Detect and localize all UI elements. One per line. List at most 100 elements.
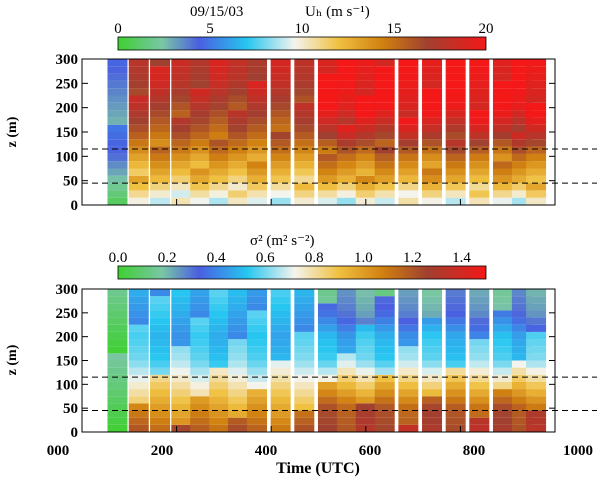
heatmap-cell: [128, 303, 149, 311]
heatmap-cell: [150, 317, 171, 325]
heatmap-cell: [469, 175, 490, 184]
heatmap-cell: [247, 367, 268, 375]
heatmap-cell: [171, 346, 192, 354]
heatmap-cell: [445, 367, 466, 375]
heatmap-cell: [355, 183, 376, 191]
heatmap-cell: [355, 153, 376, 162]
top-colorbar: [117, 36, 487, 51]
heatmap-cell: [374, 310, 395, 318]
heatmap-cell: [209, 289, 230, 297]
heatmap-cell: [398, 168, 419, 176]
heatmap-cell: [374, 197, 395, 205]
heatmap-cell: [398, 175, 419, 184]
heatmap-cell: [526, 190, 547, 198]
heatmap-cell: [336, 175, 357, 184]
heatmap-cell: [317, 410, 338, 418]
heatmap-cell: [492, 190, 513, 198]
heatmap-cell: [511, 289, 532, 297]
heatmap-cell: [107, 197, 128, 205]
y-tick-label: 200: [56, 101, 79, 117]
colorbar-tick-label: 1.4: [452, 250, 471, 266]
x-tick-label: 200: [151, 443, 174, 459]
heatmap-cell: [270, 339, 291, 347]
heatmap-cell: [526, 139, 547, 147]
heatmap-cell: [294, 102, 315, 111]
heatmap-cell: [171, 102, 192, 111]
heatmap-cell: [228, 153, 249, 162]
colorbar-tick-label: 10: [295, 21, 310, 37]
heatmap-cell: [422, 374, 443, 382]
heatmap-cell: [150, 424, 171, 432]
heatmap-cell: [336, 374, 357, 382]
heatmap-cell: [422, 153, 443, 162]
heatmap-cell: [228, 410, 249, 418]
heatmap-cell: [128, 389, 149, 397]
heatmap-cell: [270, 374, 291, 382]
heatmap-cell: [128, 80, 149, 89]
heatmap-cell: [355, 102, 376, 111]
heatmap-cell: [336, 183, 357, 191]
heatmap-cell: [355, 360, 376, 368]
heatmap-cell: [171, 403, 192, 411]
heatmap-cell: [374, 360, 395, 368]
heatmap-cell: [150, 59, 171, 67]
heatmap-cell: [422, 381, 443, 390]
heatmap-cell: [171, 396, 192, 404]
heatmap-cell: [228, 303, 249, 311]
heatmap-cell: [422, 296, 443, 304]
colorbar-tick-label: 0.2: [158, 250, 177, 266]
heatmap-cell: [374, 146, 395, 154]
heatmap-cell: [190, 303, 211, 311]
heatmap-cell: [294, 197, 315, 205]
heatmap-cell: [190, 73, 211, 81]
heatmap-cell: [445, 410, 466, 418]
heatmap-cell: [209, 346, 230, 354]
heatmap-cell: [445, 124, 466, 132]
heatmap-cell: [469, 183, 490, 191]
heatmap-cell: [228, 73, 249, 81]
heatmap-cell: [445, 95, 466, 103]
heatmap-cell: [492, 197, 513, 205]
heatmap-cell: [492, 88, 513, 96]
heatmap-cell: [171, 73, 192, 81]
heatmap-cell: [469, 95, 490, 103]
heatmap-cell: [355, 139, 376, 147]
heatmap-cell: [336, 367, 357, 375]
heatmap-cell: [422, 73, 443, 81]
heatmap-cell: [294, 374, 315, 382]
heatmap-cell: [247, 59, 268, 67]
heatmap-cell: [445, 132, 466, 140]
heatmap-cell: [422, 289, 443, 297]
heatmap-cell: [107, 102, 128, 111]
heatmap-cell: [469, 197, 490, 205]
heatmap-cell: [150, 102, 171, 111]
heatmap-cell: [247, 146, 268, 154]
colorbar-tick-label: 0.6: [256, 250, 275, 266]
y-tick-label: 200: [56, 330, 79, 346]
heatmap-cell: [128, 73, 149, 81]
heatmap-cell: [374, 317, 395, 325]
y-tick-label: 150: [56, 125, 79, 141]
heatmap-cell: [398, 417, 419, 425]
heatmap-cell: [317, 331, 338, 340]
heatmap-cell: [511, 317, 532, 325]
heatmap-cell: [107, 331, 128, 340]
heatmap-cell: [492, 410, 513, 418]
heatmap-cell: [469, 139, 490, 147]
heatmap-cell: [228, 374, 249, 382]
heatmap-cell: [445, 197, 466, 205]
heatmap-cell: [247, 88, 268, 96]
heatmap-cell: [128, 102, 149, 111]
heatmap-cell: [107, 139, 128, 147]
heatmap-cell: [492, 389, 513, 397]
heatmap-cell: [270, 396, 291, 404]
heatmap-cell: [107, 88, 128, 96]
y-tick-label: 100: [56, 149, 79, 165]
heatmap-cell: [398, 381, 419, 390]
heatmap-cell: [209, 168, 230, 176]
heatmap-cell: [190, 183, 211, 191]
heatmap-cell: [492, 132, 513, 140]
heatmap-cell: [150, 175, 171, 184]
heatmap-cell: [511, 146, 532, 154]
heatmap-cell: [294, 80, 315, 89]
